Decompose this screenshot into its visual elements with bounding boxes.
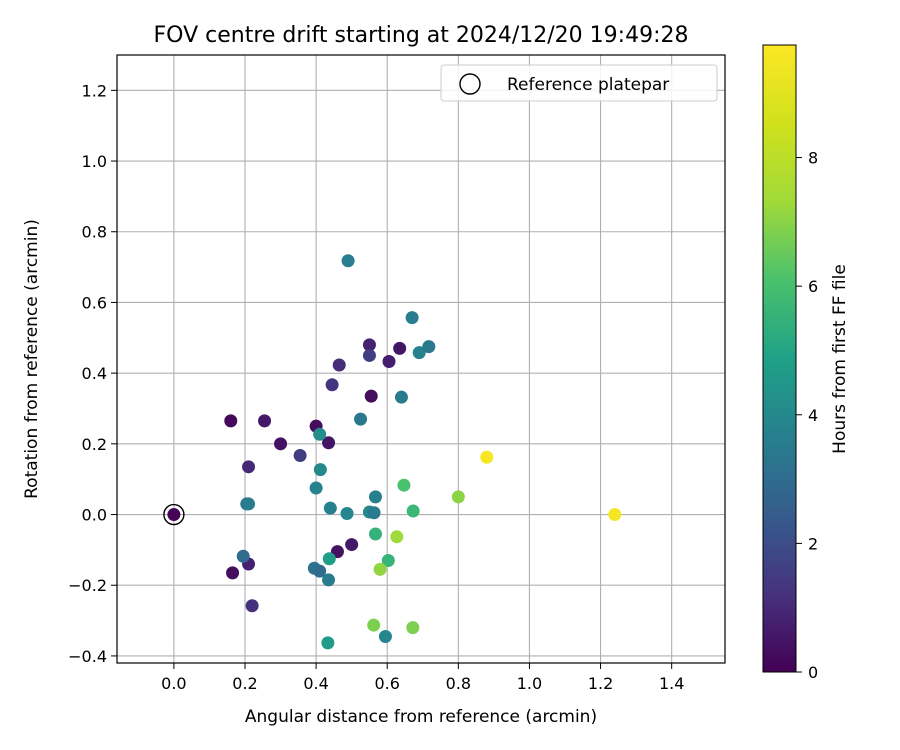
data-point bbox=[313, 427, 327, 441]
data-point bbox=[367, 618, 381, 632]
x-tick-label: 1.2 bbox=[588, 674, 613, 693]
data-point bbox=[608, 508, 622, 522]
data-point bbox=[394, 390, 408, 404]
data-point bbox=[226, 566, 240, 580]
data-point bbox=[480, 450, 494, 464]
data-point bbox=[406, 504, 420, 518]
data-point bbox=[258, 414, 272, 428]
x-axis-label: Angular distance from reference (arcmin) bbox=[245, 707, 597, 727]
data-point bbox=[167, 508, 181, 522]
x-tick-label: 0.2 bbox=[232, 674, 257, 693]
data-point bbox=[367, 506, 381, 520]
y-axis-label: Rotation from reference (arcmin) bbox=[22, 219, 42, 499]
colorbar-ticks: 0 2 4 6 8 bbox=[796, 149, 818, 682]
y-tick-label: 0.8 bbox=[82, 223, 107, 242]
x-tick-label: 0.8 bbox=[446, 674, 471, 693]
data-point bbox=[393, 341, 407, 355]
data-point bbox=[405, 311, 419, 325]
colorbar-label: Hours from first FF file bbox=[830, 264, 850, 454]
x-tick-label: 1.0 bbox=[517, 674, 542, 693]
data-points bbox=[167, 254, 622, 650]
data-point bbox=[242, 497, 256, 511]
data-point bbox=[322, 573, 336, 587]
legend: Reference platepar bbox=[440, 64, 718, 102]
y-tick-label: 1.0 bbox=[82, 152, 107, 171]
grid-lines bbox=[117, 55, 725, 663]
data-point bbox=[242, 460, 256, 474]
data-point bbox=[313, 564, 327, 578]
y-tick-label: −0.2 bbox=[68, 576, 107, 595]
chart-title: FOV centre drift starting at 2024/12/20 … bbox=[154, 23, 689, 48]
colorbar-tick-label: 4 bbox=[808, 406, 818, 425]
data-point bbox=[382, 354, 396, 368]
y-tick-label: 0.4 bbox=[82, 364, 107, 383]
data-point bbox=[274, 437, 288, 451]
data-point bbox=[321, 636, 335, 650]
data-point bbox=[368, 490, 382, 504]
x-tick-label: 0.4 bbox=[303, 674, 328, 693]
data-point bbox=[245, 599, 259, 613]
y-tick-label: 1.2 bbox=[82, 81, 107, 100]
data-point bbox=[313, 463, 327, 477]
data-point bbox=[341, 254, 355, 268]
reference-point bbox=[163, 503, 185, 526]
data-point bbox=[345, 538, 359, 552]
data-point bbox=[362, 348, 376, 362]
data-point bbox=[451, 490, 465, 504]
data-point bbox=[362, 338, 376, 352]
data-point bbox=[373, 562, 387, 576]
y-tick-label: −0.4 bbox=[68, 647, 107, 666]
plot-frame bbox=[116, 54, 726, 664]
data-point bbox=[406, 621, 420, 635]
data-point bbox=[390, 530, 404, 544]
x-tick-label: 0.0 bbox=[161, 674, 186, 693]
data-point bbox=[368, 527, 382, 541]
y-tick-label: 0.2 bbox=[82, 435, 107, 454]
x-tick-label: 0.6 bbox=[374, 674, 399, 693]
x-tick-label: 1.4 bbox=[659, 674, 684, 693]
axis-ticks: 0.0 0.2 0.4 0.6 0.8 1.0 1.2 1.4 −0.4 −0.2 0.0 0.2 0.… bbox=[68, 81, 684, 693]
data-point bbox=[293, 449, 307, 463]
colorbar bbox=[762, 44, 797, 673]
colorbar-tick-label: 2 bbox=[808, 534, 818, 553]
data-point bbox=[322, 552, 336, 566]
data-point bbox=[340, 506, 354, 520]
legend-label: Reference platepar bbox=[507, 75, 669, 95]
y-tick-label: 0.0 bbox=[82, 506, 107, 525]
data-point bbox=[412, 346, 426, 360]
data-point bbox=[309, 481, 323, 495]
data-point bbox=[325, 378, 339, 392]
data-point bbox=[378, 629, 392, 643]
data-point bbox=[422, 340, 436, 354]
colorbar-tick-label: 6 bbox=[808, 277, 818, 296]
data-point bbox=[364, 389, 378, 403]
data-point bbox=[397, 478, 411, 492]
data-point bbox=[323, 501, 337, 515]
data-point bbox=[224, 414, 238, 428]
data-point bbox=[332, 358, 346, 372]
legend-reference-marker bbox=[459, 73, 481, 95]
colorbar-tick-label: 8 bbox=[808, 149, 818, 168]
legend-box bbox=[440, 64, 718, 102]
data-point bbox=[354, 412, 368, 426]
y-tick-label: 0.6 bbox=[82, 293, 107, 312]
data-point bbox=[236, 549, 250, 563]
data-point bbox=[322, 436, 336, 450]
data-point bbox=[381, 553, 395, 567]
colorbar-tick-label: 0 bbox=[808, 663, 818, 682]
reference-marker bbox=[163, 503, 185, 526]
